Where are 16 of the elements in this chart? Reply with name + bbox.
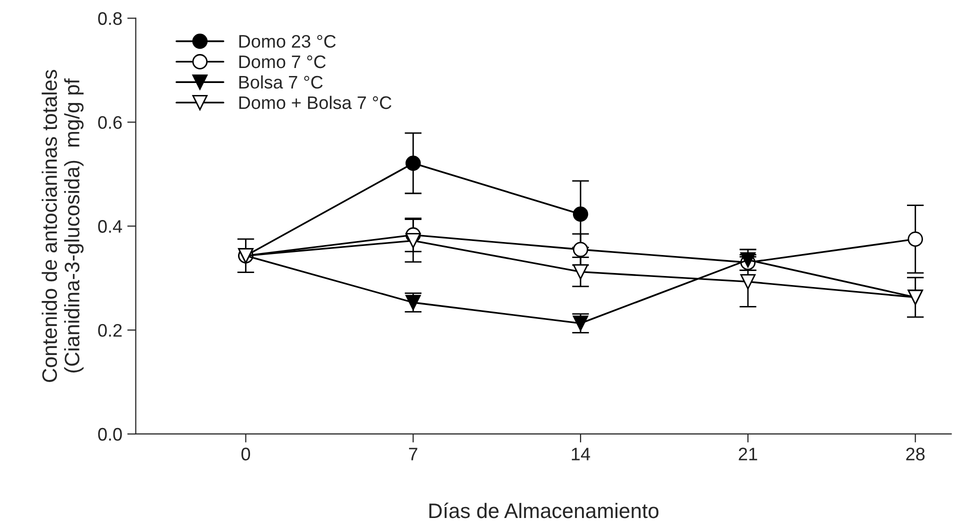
- y-tick-label: 0.6: [98, 116, 122, 129]
- legend-label: Domo 23 °C: [239, 34, 336, 48]
- x-tick-label: 28: [906, 448, 925, 460]
- x-tick-label: 14: [572, 448, 590, 460]
- legend-label: Domo 7 °C: [239, 55, 326, 68]
- legend-label: Bolsa 7 °C: [239, 75, 323, 89]
- y-axis-title: Contenido de antocianinas totales (Cianidina-3-glucosida) mg/g pf: [42, 70, 84, 382]
- x-tick-label: 0: [241, 448, 250, 460]
- x-tick-label: 21: [738, 448, 758, 460]
- y-tick-label: 0.8: [98, 12, 122, 25]
- y-tick-label: 0.0: [98, 428, 122, 441]
- x-axis-title: Días de Almacenamiento: [429, 502, 658, 518]
- legend-label: Domo + Bolsa 7 °C: [239, 96, 392, 110]
- x-tick-label: 7: [409, 448, 418, 460]
- y-tick-label: 0.4: [98, 220, 122, 233]
- y-tick-label: 0.2: [98, 324, 122, 337]
